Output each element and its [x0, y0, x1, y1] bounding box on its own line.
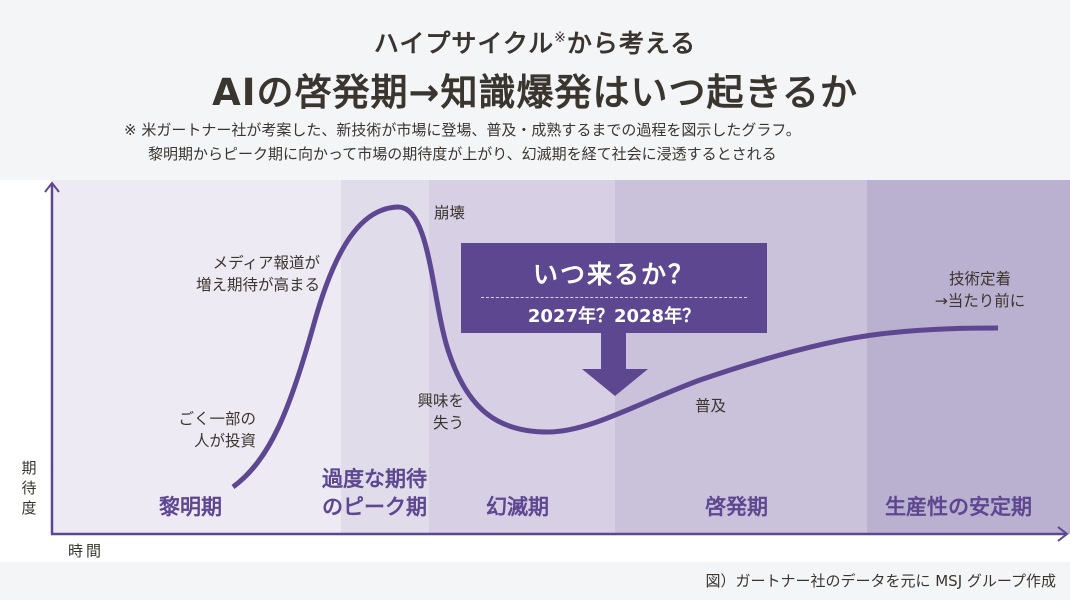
y-axis-char: 度	[21, 499, 37, 517]
annotation-line: 人が投資	[193, 432, 256, 450]
annotation-invest: ごく一部の 人が投資	[150, 408, 256, 452]
footnote-line-1: ※ 米ガートナー社が考案した、新技術が市場に登場、普及・成熟するまでの過程を図示…	[124, 121, 801, 139]
annotation-collapse: 崩壊	[434, 204, 466, 222]
band-innovation-trigger	[52, 180, 341, 534]
hype-curve	[231, 204, 999, 490]
band-trough	[429, 180, 615, 534]
y-axis-char: 待	[21, 479, 37, 497]
annotation-line: メディア報道が	[212, 254, 320, 272]
phase-label-peak-line2: のピーク期	[322, 495, 427, 519]
hype-cycle-chart: 期 待 度 時間 黎明期 過度な期待 のピーク期 幻滅期 啓発期 生産性の安定期…	[0, 180, 1070, 562]
annotation-line: →当たり前に	[934, 292, 1026, 310]
y-axis-label: 期 待 度	[18, 458, 40, 518]
annotation-line: 技術定着	[948, 270, 1011, 288]
x-axis-label: 時間	[68, 542, 105, 560]
callout-divider	[481, 297, 747, 298]
down-arrow-icon	[582, 369, 648, 396]
annotation-lose-interest: 興味を 失う	[390, 390, 464, 434]
phase-label-plateau: 生産性の安定期	[885, 495, 1032, 519]
annotation-line: 失う	[432, 414, 464, 432]
footnote: ※ 米ガートナー社が考案した、新技術が市場に登場、普及・成熟するまでの過程を図示…	[124, 118, 801, 166]
note-mark: ※	[554, 30, 567, 46]
phase-label-peak-line1: 過度な期待	[322, 467, 427, 491]
band-slope	[615, 180, 867, 534]
y-axis-arrow-icon	[44, 181, 60, 193]
annotation-line: 増え期待が高まる	[195, 276, 320, 294]
annotation-media: メディア報道が 増え期待が高まる	[160, 252, 320, 296]
callout-question: いつ来るか？	[532, 260, 695, 289]
callout-years: 2027年？2028年？	[527, 306, 701, 327]
phase-label-trough: 幻滅期	[486, 495, 549, 519]
x-axis-arrow-icon	[1057, 526, 1069, 542]
curve-and-axes	[44, 181, 1069, 542]
subtitle-text: ハイプサイクル	[373, 29, 555, 58]
page-title: AIの啓発期→知識爆発はいつ起きるか	[212, 71, 858, 114]
annotation-line: ごく一部の	[178, 410, 256, 428]
footer: 図）ガートナー社のデータを元に MSJ グループ作成	[0, 562, 1070, 600]
phase-label-slope: 啓発期	[705, 495, 768, 519]
down-arrow-shaft	[601, 333, 626, 369]
callout-box: いつ来るか？ 2027年？2028年？	[461, 243, 767, 333]
subtitle: ハイプサイクル※から考える	[0, 24, 1070, 60]
band-peak	[341, 180, 429, 534]
annotation-settle: 技術定着 →当たり前に	[920, 268, 1040, 312]
phase-label-innovation: 黎明期	[159, 495, 222, 519]
header: ハイプサイクル※から考える AIの啓発期→知識爆発はいつ起きるか ※ 米ガートナ…	[0, 0, 1070, 180]
y-axis-char: 期	[21, 459, 37, 477]
annotation-line: 興味を	[417, 392, 464, 410]
phase-label-peak: 過度な期待 のピーク期	[322, 465, 427, 521]
source-credit: 図）ガートナー社のデータを元に MSJ グループ作成	[705, 572, 1056, 590]
subtitle-tail: から考える	[566, 29, 697, 58]
band-plateau	[867, 180, 1070, 534]
annotation-spread: 普及	[695, 397, 727, 415]
footnote-line-2: 黎明期からピーク期に向かって市場の期待度が上がり、幻滅期を経て社会に浸透するとさ…	[148, 145, 777, 163]
